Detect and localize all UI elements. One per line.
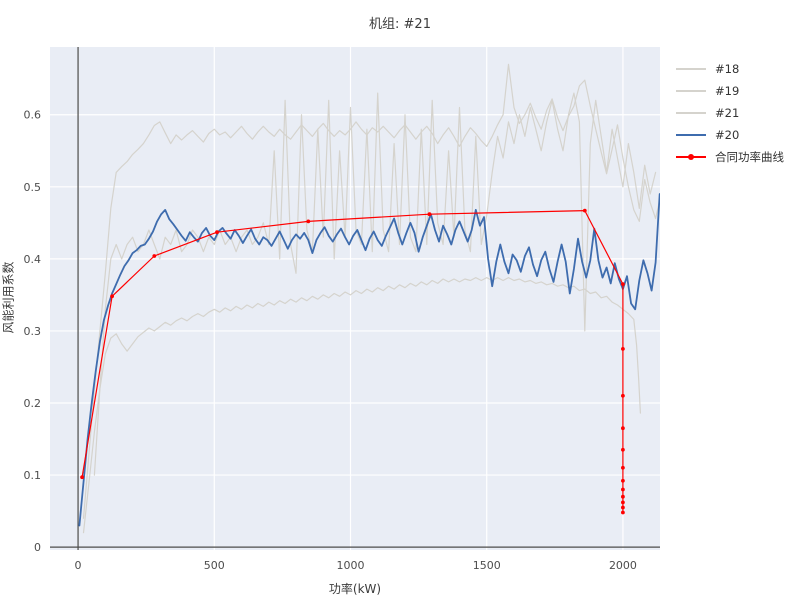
series-line-#19 [82,277,641,534]
legend-item-label: #18 [715,62,740,76]
series-marker-合同功率曲线 [621,505,625,510]
series-marker-合同功率曲线 [621,282,625,286]
y-tick-label: 0.1 [24,469,42,482]
series-marker-合同功率曲线 [621,347,625,351]
x-tick-label: 2000 [609,559,637,572]
series-line-#20 [78,193,660,527]
series-marker-合同功率曲线 [621,478,625,483]
legend-item-19: #19 [676,80,784,102]
series-marker-合同功率曲线 [110,294,114,299]
series-marker-合同功率曲线 [427,212,432,217]
series-marker-合同功率曲线 [152,254,157,258]
y-tick-label: 0.3 [24,325,42,338]
series-marker-合同功率曲线 [621,447,625,452]
legend-item-label: #21 [715,106,740,120]
series-marker-合同功率曲线 [215,230,219,235]
legend-item-label: #19 [715,84,740,98]
series-line-#21 [93,92,657,476]
legend-item-20: #20 [676,124,784,146]
series-marker-合同功率曲线 [621,494,625,499]
y-tick-label: 0.2 [24,397,42,410]
series-marker-合同功率曲线 [621,500,625,505]
series-marker-合同功率曲线 [621,426,625,431]
series-marker-合同功率曲线 [621,510,625,515]
x-tick-label: 1000 [337,559,365,572]
legend-line-sample [676,68,706,70]
x-tick-label: 500 [204,559,225,572]
legend-line-sample [676,112,706,114]
series-marker-合同功率曲线 [621,393,625,398]
chart-title: 机组: #21 [369,17,431,32]
legend-item-18: #18 [676,58,784,80]
y-axis-label: 风能利用系数 [1,261,16,334]
x-axis-label: 功率(kW) [328,582,382,596]
series-line-#18 [82,63,660,519]
legend: #18 #19 #21 #20 合同功率曲线 [676,58,784,168]
legend-line-sample [676,133,706,137]
y-tick-label: 0.5 [24,181,42,194]
series-marker-合同功率曲线 [582,208,587,213]
series-marker-合同功率曲线 [621,487,625,492]
y-tick-label: 0.6 [24,109,42,122]
y-tick-label: 0.4 [24,253,42,266]
legend-line-sample [676,90,706,92]
legend-item-label: 合同功率曲线 [715,150,784,164]
legend-line-sample [676,154,706,160]
legend-item-21: #21 [676,102,784,124]
series-group [78,63,660,534]
x-tick-label: 1500 [473,559,501,572]
legend-item-contract-curve: 合同功率曲线 [676,146,784,168]
legend-marker-dot [688,154,694,160]
y-tick-label: 0 [34,541,41,554]
x-tick-label: 0 [75,559,82,572]
series-marker-合同功率曲线 [306,219,311,224]
legend-item-label: #20 [715,128,740,142]
series-marker-合同功率曲线 [621,465,625,470]
series-marker-合同功率曲线 [80,475,84,480]
